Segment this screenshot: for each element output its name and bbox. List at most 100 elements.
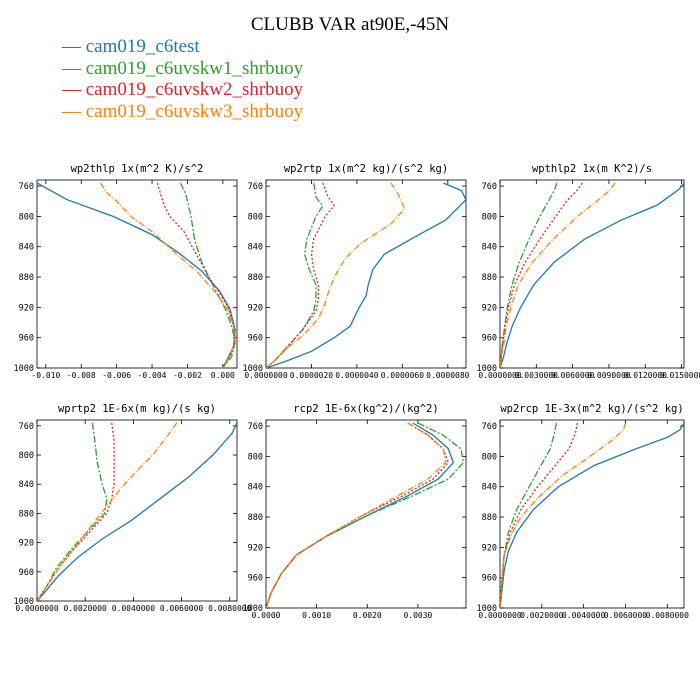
legend-entry: — cam019_c6uvskw3_shrbuoy xyxy=(62,101,303,123)
series-line xyxy=(266,182,466,368)
series-line xyxy=(37,182,236,368)
x-tick-label: 0.0040000 xyxy=(562,611,606,620)
figure-title: CLUBB VAR at90E,-45N xyxy=(250,14,450,35)
chart-panel: wp2rtp 1x(m^2 kg)/(s^2 kg) 760 800 840 880 92… xyxy=(243,163,470,380)
plot-frame xyxy=(265,419,467,609)
y-tick-label: 920 xyxy=(482,543,497,553)
series-line xyxy=(100,182,236,368)
y-tick-label: 760 xyxy=(19,182,34,192)
y-tick-label: 840 xyxy=(482,483,497,493)
y-tick-label: 1000 xyxy=(14,364,34,374)
y-tick-label: 1000 xyxy=(477,604,497,614)
x-tick-label: 0.0060000 xyxy=(604,611,648,620)
chart-panel: wpthlp2 1x(m K^2)/s 760 800 840 880 920 960 100… xyxy=(477,163,700,380)
legend-label: cam019_c6uvskw1_shrbuoy xyxy=(85,57,304,79)
legend: — cam019_c6test — cam019_c6uvskw1_shrbuo… xyxy=(62,36,303,122)
y-tick-label: 800 xyxy=(19,451,34,461)
series-line xyxy=(266,422,455,608)
panel-title: wp2rcp 1E-3x(m^2 kg)/(s^2 kg) xyxy=(500,403,683,415)
x-tick-label: -0.004 xyxy=(138,371,167,380)
panel-title: wprtp2 1E-6x(m kg)/(s kg) xyxy=(58,403,216,415)
panel-title: rcp2 1E-6x(kg^2)/(kg^2) xyxy=(293,403,438,415)
chart-panel: wprtp2 1E-6x(m kg)/(s kg) 760 800 840 880 920… xyxy=(14,403,252,613)
x-tick-label: 0.0040000 xyxy=(112,604,156,613)
series-line xyxy=(266,182,336,368)
y-tick-label: 1000 xyxy=(243,364,263,374)
x-tick-label: 0.0020000 xyxy=(64,604,108,613)
y-tick-label: 840 xyxy=(248,243,263,253)
y-tick-label: 840 xyxy=(248,483,263,493)
y-tick-label: 800 xyxy=(248,212,263,222)
x-tick-label: 0.0030000 xyxy=(515,371,559,380)
legend-label: cam019_c6uvskw3_shrbuoy xyxy=(85,100,304,122)
chart-panel: wp2thlp 1x(m^2 K)/s^2 760 800 840 880 920 960 1… xyxy=(14,163,238,380)
series-line xyxy=(37,422,108,601)
y-tick-label: 800 xyxy=(248,452,263,462)
y-tick-label: 840 xyxy=(482,243,497,253)
y-tick-label: 880 xyxy=(248,273,263,283)
legend-dash: — xyxy=(62,36,81,57)
x-tick-label: 0.0000020 xyxy=(290,371,334,380)
y-tick-label: 920 xyxy=(248,543,263,553)
y-tick-label: 960 xyxy=(248,574,263,584)
plot-frame xyxy=(499,179,685,369)
x-tick-label: 0.0000000 xyxy=(15,604,59,613)
plot-frame xyxy=(499,419,685,609)
x-tick-label: 0.0090000 xyxy=(587,371,631,380)
series-line xyxy=(500,422,627,608)
legend-dash: — xyxy=(62,79,81,100)
y-tick-label: 760 xyxy=(482,422,497,432)
plot-frame xyxy=(36,179,238,369)
series-line xyxy=(500,182,616,368)
x-tick-label: 0.0060000 xyxy=(551,371,595,380)
y-tick-label: 880 xyxy=(482,513,497,523)
plot-frame xyxy=(265,179,467,369)
y-tick-label: 760 xyxy=(482,182,497,192)
y-tick-label: 920 xyxy=(248,303,263,313)
series-line xyxy=(266,182,406,368)
x-tick-label: 0.0010 xyxy=(302,611,331,620)
y-tick-label: 840 xyxy=(19,243,34,253)
x-tick-label: -0.010 xyxy=(31,371,60,380)
plot-frame xyxy=(36,419,238,602)
x-tick-label: 0.0000040 xyxy=(335,371,379,380)
y-tick-label: 960 xyxy=(482,334,497,344)
x-tick-label: 0.000 xyxy=(211,371,235,380)
y-tick-label: 800 xyxy=(19,212,34,222)
series-line xyxy=(500,422,558,608)
y-tick-label: 920 xyxy=(482,303,497,313)
x-tick-label: 0.0020000 xyxy=(520,611,564,620)
y-tick-label: 840 xyxy=(19,480,34,490)
x-tick-label: 0.0060000 xyxy=(160,604,204,613)
series-line xyxy=(179,182,236,368)
series-line xyxy=(500,422,579,608)
y-tick-label: 800 xyxy=(482,212,497,222)
series-line xyxy=(266,422,465,608)
panel-title: wp2rtp 1x(m^2 kg)/(s^2 kg) xyxy=(284,163,448,175)
legend-dash: — xyxy=(62,57,81,79)
series-line xyxy=(500,182,684,368)
series-line xyxy=(266,422,450,608)
x-tick-label: 0.0150000 xyxy=(660,371,700,380)
x-tick-label: 0.0000000 xyxy=(244,371,288,380)
y-tick-label: 880 xyxy=(482,273,497,283)
x-tick-label: 0.0000 xyxy=(252,611,281,620)
x-tick-label: -0.008 xyxy=(67,371,96,380)
series-line xyxy=(37,422,115,601)
series-line xyxy=(37,422,178,601)
series-line xyxy=(37,422,237,601)
legend-entry: — cam019_c6uvskw2_shrbuoy xyxy=(62,79,303,101)
y-tick-label: 760 xyxy=(248,422,263,432)
legend-entry: — cam019_c6test xyxy=(62,36,303,58)
y-tick-label: 920 xyxy=(19,303,34,313)
y-tick-label: 960 xyxy=(19,568,34,578)
y-tick-label: 760 xyxy=(248,182,263,192)
x-tick-label: -0.002 xyxy=(173,371,202,380)
x-tick-label: 0.0000060 xyxy=(381,371,425,380)
chart-panel: wp2rcp 1E-3x(m^2 kg)/(s^2 kg)760 800 840 88… xyxy=(477,403,690,620)
x-tick-label: 0.0030 xyxy=(403,611,432,620)
x-tick-label: -0.006 xyxy=(102,371,131,380)
chart-panel: rcp2 1E-6x(kg^2)/(kg^2) 760 800 840 880 920 96… xyxy=(243,403,467,620)
series-line xyxy=(266,422,447,608)
